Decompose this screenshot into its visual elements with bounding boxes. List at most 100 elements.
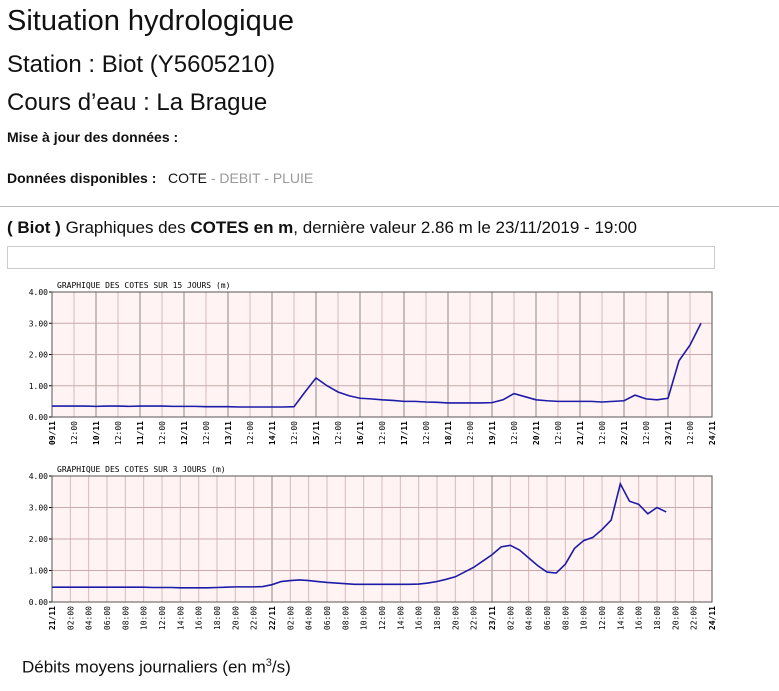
x-tick-label: 12:00 bbox=[202, 421, 211, 445]
divider bbox=[0, 206, 779, 207]
x-tick-label: 04:00 bbox=[85, 606, 94, 630]
x-tick-label: 21/11 bbox=[48, 606, 57, 630]
x-tick-label: 22:00 bbox=[690, 606, 699, 630]
chart-title: GRAPHIQUE DES COTES SUR 15 JOURS (m) bbox=[57, 281, 230, 290]
x-tick-label: 20/11 bbox=[532, 421, 541, 445]
footer-title: Débits moyens journaliers (en m3/s) bbox=[22, 657, 291, 678]
x-tick-label: 14:00 bbox=[396, 606, 405, 630]
x-tick-label: 22:00 bbox=[470, 606, 479, 630]
y-tick-label: 2.00 bbox=[29, 535, 48, 544]
data-line bbox=[52, 481, 667, 589]
x-tick-label: 20:00 bbox=[231, 606, 240, 630]
river: Cours d’eau : La Brague bbox=[7, 89, 268, 116]
x-tick-label: 14:00 bbox=[616, 606, 625, 630]
footer-sup: 3 bbox=[265, 657, 272, 669]
x-tick-label: 23/11 bbox=[664, 421, 673, 445]
plot-frame bbox=[51, 475, 713, 603]
x-tick-label: 12:00 bbox=[378, 421, 387, 445]
footer-text: Débits moyens journaliers (en m bbox=[22, 657, 266, 677]
x-tick-label: 06:00 bbox=[103, 606, 112, 630]
separator: - bbox=[210, 170, 216, 186]
x-tick-label: 19/11 bbox=[488, 421, 497, 445]
x-tick-label: 02:00 bbox=[66, 606, 75, 630]
x-tick-label: 12:00 bbox=[114, 421, 123, 445]
input-box[interactable] bbox=[7, 246, 715, 269]
y-tick-label: 1.00 bbox=[29, 382, 48, 391]
link-cote[interactable]: COTE bbox=[168, 170, 207, 186]
separator: - bbox=[264, 170, 269, 186]
x-tick-label: 18/11 bbox=[444, 421, 453, 445]
available-label: Données disponibles : bbox=[7, 170, 157, 186]
x-tick-label: 14:00 bbox=[176, 606, 185, 630]
x-tick-label: 24/11 bbox=[708, 606, 717, 630]
x-tick-label: 20:00 bbox=[451, 606, 460, 630]
x-tick-label: 12:00 bbox=[598, 421, 607, 445]
x-tick-label: 16:00 bbox=[635, 606, 644, 630]
x-tick-label: 18:00 bbox=[653, 606, 662, 630]
y-tick-label: 2.00 bbox=[29, 351, 48, 360]
footer-suffix: /s) bbox=[271, 657, 291, 677]
x-tick-label: 12:00 bbox=[334, 421, 343, 445]
data-line bbox=[52, 322, 702, 408]
x-tick-label: 12:00 bbox=[246, 421, 255, 445]
x-tick-label: 10:00 bbox=[140, 606, 149, 630]
x-tick-label: 12/11 bbox=[180, 421, 189, 445]
x-tick-label: 12:00 bbox=[158, 606, 167, 630]
section-measure: COTES en m bbox=[190, 218, 294, 237]
update-label: Mise à jour des données : bbox=[7, 129, 179, 145]
y-tick-label: 3.00 bbox=[29, 504, 48, 513]
section-station: ( Biot ) bbox=[7, 218, 61, 237]
x-tick-label: 12:00 bbox=[70, 421, 79, 445]
x-tick-label: 08:00 bbox=[341, 606, 350, 630]
y-tick-label: 4.00 bbox=[29, 472, 48, 481]
x-tick-label: 12:00 bbox=[378, 606, 387, 630]
x-tick-label: 08:00 bbox=[561, 606, 570, 630]
link-pluie[interactable]: PLUIE bbox=[272, 170, 314, 186]
x-tick-label: 17/11 bbox=[400, 421, 409, 445]
x-tick-label: 14/11 bbox=[268, 421, 277, 445]
chart-title: GRAPHIQUE DES COTES SUR 3 JOURS (m) bbox=[57, 465, 226, 474]
x-tick-label: 12:00 bbox=[554, 421, 563, 445]
y-tick-label: 1.00 bbox=[29, 567, 48, 576]
x-tick-label: 22/11 bbox=[620, 421, 629, 445]
x-tick-label: 06:00 bbox=[323, 606, 332, 630]
x-tick-label: 22:00 bbox=[250, 606, 259, 630]
x-tick-label: 06:00 bbox=[543, 606, 552, 630]
y-tick-label: 4.00 bbox=[29, 288, 48, 297]
x-tick-label: 24/11 bbox=[708, 421, 717, 445]
x-tick-label: 12:00 bbox=[598, 606, 607, 630]
x-tick-label: 10/11 bbox=[92, 421, 101, 445]
x-tick-label: 12:00 bbox=[158, 421, 167, 445]
x-tick-label: 18:00 bbox=[433, 606, 442, 630]
x-tick-label: 18:00 bbox=[213, 606, 222, 630]
link-debit[interactable]: DEBIT bbox=[219, 170, 261, 186]
x-tick-label: 12:00 bbox=[290, 421, 299, 445]
section-prefix: Graphiques des bbox=[65, 218, 186, 237]
x-tick-label: 09/11 bbox=[48, 421, 57, 445]
x-tick-label: 15/11 bbox=[312, 421, 321, 445]
x-tick-label: 10:00 bbox=[360, 606, 369, 630]
x-tick-label: 12:00 bbox=[642, 421, 651, 445]
x-tick-label: 11/11 bbox=[136, 421, 145, 445]
x-tick-label: 22/11 bbox=[268, 606, 277, 630]
x-tick-label: 02:00 bbox=[286, 606, 295, 630]
x-tick-label: 12:00 bbox=[510, 421, 519, 445]
x-tick-label: 04:00 bbox=[525, 606, 534, 630]
charts: 09/11 12:00 10/11 12:00 11/11 12:00 12/11 12:00… bbox=[29, 281, 717, 630]
plot-frame bbox=[51, 291, 713, 418]
section-suffix: , dernière valeur 2.86 m le 23/11/2019 -… bbox=[293, 218, 637, 237]
x-tick-label: 23/11 bbox=[488, 606, 497, 630]
y-tick-label: 0.00 bbox=[29, 598, 48, 607]
x-tick-label: 16:00 bbox=[415, 606, 424, 630]
x-tick-label: 12:00 bbox=[466, 421, 475, 445]
x-tick-label: 02:00 bbox=[506, 606, 515, 630]
x-tick-label: 08:00 bbox=[121, 606, 130, 630]
x-tick-label: 10:00 bbox=[580, 606, 589, 630]
available-row: Données disponibles : COTE - DEBIT - PLU… bbox=[7, 170, 313, 186]
x-tick-label: 20:00 bbox=[671, 606, 680, 630]
station: Station : Biot (Y5605210) bbox=[7, 51, 276, 78]
x-tick-label: 13/11 bbox=[224, 421, 233, 445]
x-tick-label: 16:00 bbox=[195, 606, 204, 630]
y-tick-label: 3.00 bbox=[29, 319, 48, 328]
